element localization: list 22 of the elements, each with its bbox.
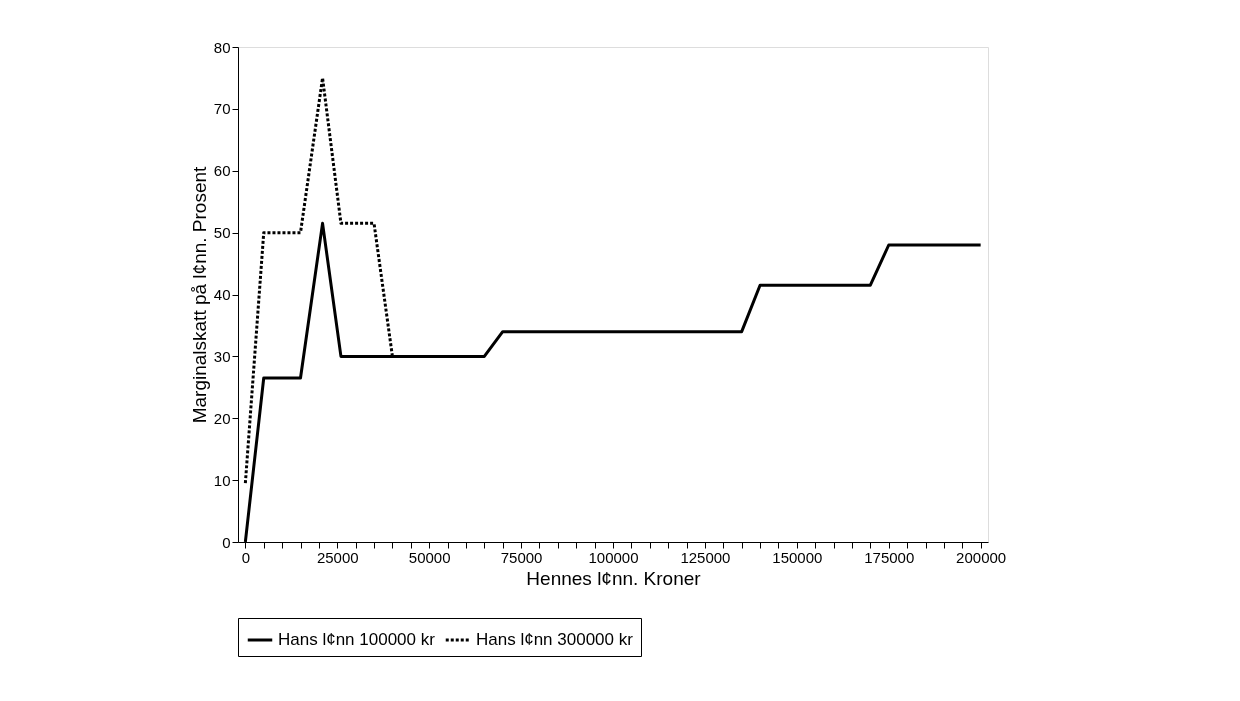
legend-label: Hans l¢nn 300000 kr (476, 630, 634, 649)
y-tick-label: 80 (213, 38, 231, 56)
legend-label: Hans l¢nn 100000 kr (278, 630, 436, 649)
y-axis-title: Marginalskatt på l¢nn. Prosent (188, 165, 210, 424)
x-tick-label: 0 (241, 548, 251, 566)
x-tick-label: 50000 (408, 548, 451, 566)
x-tick-label: 200000 (956, 548, 1007, 566)
x-tick-label: 25000 (316, 548, 359, 566)
y-tick-label: 50 (213, 224, 231, 242)
x-axis-title: Hennes l¢nn. Kroner (526, 567, 702, 589)
y-tick-label: 60 (213, 162, 231, 180)
y-tick-label: 0 (222, 533, 231, 551)
y-tick-label: 10 (213, 471, 231, 489)
y-tick-label: 70 (213, 100, 231, 118)
x-tick-label: 150000 (772, 548, 823, 566)
x-tick-label: 75000 (500, 548, 543, 566)
x-tick-label: 175000 (864, 548, 915, 566)
y-tick-label: 40 (213, 286, 231, 303)
y-tick-label: 20 (213, 409, 231, 427)
y-tick-label: 30 (213, 347, 231, 365)
x-tick-label: 100000 (588, 548, 639, 566)
x-tick-label: 125000 (680, 548, 731, 566)
